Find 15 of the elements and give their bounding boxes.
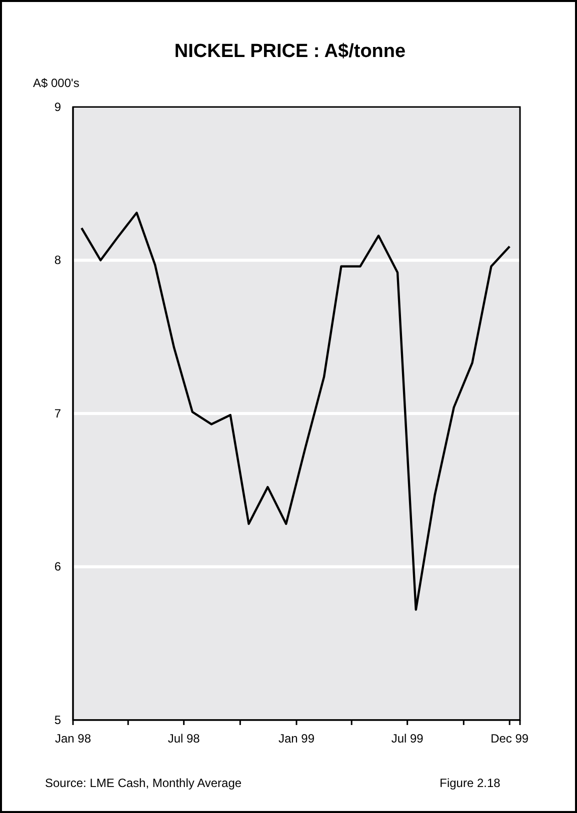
- y-axis-title: A$ 000's: [33, 76, 80, 90]
- y-tick-label: 6: [54, 560, 62, 574]
- y-tick-label: 9: [54, 100, 62, 114]
- chart-title: NICKEL PRICE : A$/tonne: [174, 41, 406, 62]
- y-tick-label: 8: [54, 253, 62, 268]
- x-tick-label: Jul 99: [391, 731, 424, 746]
- x-tick-label: Jul 98: [168, 731, 200, 746]
- source-note: Source: LME Cash, Monthly Average: [45, 776, 242, 790]
- x-tick-label: Jan 99: [278, 731, 315, 746]
- y-tick-label: 7: [54, 406, 62, 420]
- caption: Figure 2.18: [440, 776, 501, 790]
- line-series: [80, 212, 511, 611]
- x-tick-label: Dec 99: [490, 731, 529, 746]
- x-tick-label: Jan 98: [54, 731, 92, 746]
- y-tick-label: 5: [54, 712, 62, 727]
